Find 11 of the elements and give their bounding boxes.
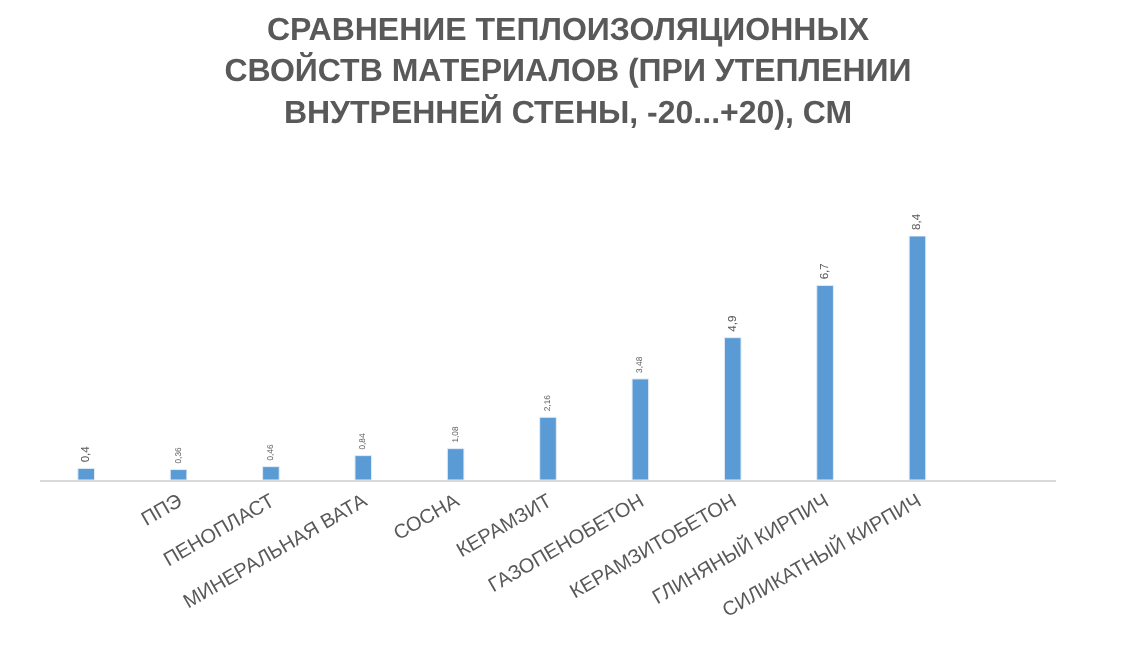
bar xyxy=(169,469,188,480)
bar xyxy=(77,467,95,480)
bar xyxy=(816,284,834,480)
chart-title: СРАВНЕНИЕ ТЕПЛОИЗОЛЯЦИОННЫХ СВОЙСТВ МАТЕРИАЛОВ (ПРИ УТЕПЛЕНИИ ВНУТРЕННЕЙ СТЕНЫ, -20...+20), СМ xyxy=(224,13,912,131)
bar xyxy=(446,448,465,480)
bar xyxy=(631,378,650,480)
bar xyxy=(539,416,557,480)
bar xyxy=(908,236,927,480)
bar xyxy=(354,455,373,480)
bar xyxy=(262,466,280,480)
bar xyxy=(723,337,742,480)
